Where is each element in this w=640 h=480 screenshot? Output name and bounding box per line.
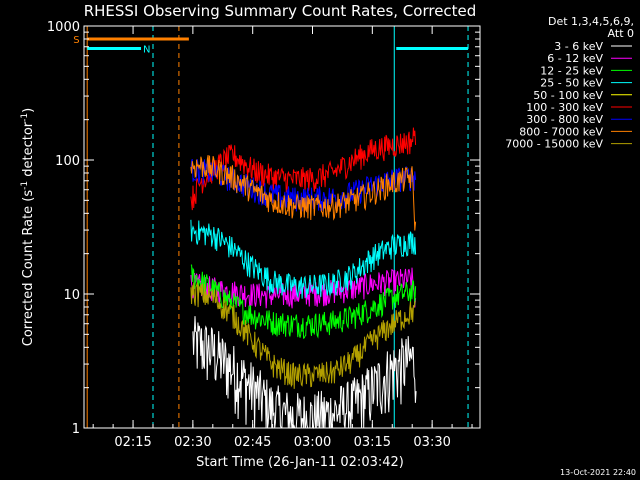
legend-label-7: 800 - 7000 keV <box>519 125 603 138</box>
x-tick-label-3: 03:00 <box>294 435 331 450</box>
x-tick-label-1: 02:30 <box>174 435 211 450</box>
legend-label-5: 100 - 300 keV <box>526 101 603 114</box>
legend-label-3: 25 - 50 keV <box>540 77 603 90</box>
series-line-3 <box>190 219 417 299</box>
y-tick-label-2: 100 <box>55 154 80 169</box>
series-line-7 <box>190 155 417 231</box>
series-line-8 <box>190 282 416 389</box>
x-tick-label-5: 03:30 <box>413 435 450 450</box>
y-tick-label-0: 1 <box>72 422 80 437</box>
legend-label-0: 3 - 6 keV <box>554 40 603 53</box>
x-tick-label-2: 02:45 <box>234 435 271 450</box>
x-tick-label-0: 02:15 <box>114 435 151 450</box>
y-axis-label: Corrected Count Rate (s-1 detector-1) <box>20 108 36 346</box>
legend-label-2: 12 - 25 keV <box>540 64 603 77</box>
legend-header-line-1: Det 1,3,4,5,6,9, <box>548 15 634 28</box>
legend-label-6: 300 - 800 keV <box>526 113 603 126</box>
legend-header-line-2: Att 0 <box>608 27 634 40</box>
x-tick-label-4: 03:15 <box>354 435 391 450</box>
flag-label-1: N <box>143 44 150 55</box>
footer-date: 13-Oct-2021 22:40 <box>560 468 636 477</box>
series-line-0 <box>192 316 417 429</box>
series-line-2 <box>190 264 417 340</box>
plot-frame <box>83 25 481 429</box>
chart-title: RHESSI Observing Summary Count Rates, Co… <box>84 2 477 20</box>
series-line-5 <box>190 127 417 211</box>
legend-label-8: 7000 - 15000 keV <box>505 138 603 151</box>
y-tick-label-3: 1000 <box>47 20 80 35</box>
flag-label-0: S <box>73 35 79 46</box>
plot-area: SN <box>73 26 469 429</box>
y-tick-label-1: 10 <box>63 288 80 303</box>
x-axis-label: Start Time (26-Jan-11 02:03:42) <box>196 455 404 470</box>
legend-label-4: 50 - 100 keV <box>533 89 603 102</box>
axis-ticks: 02:15 02:30 02:45 03:00 03:15 03:30 1 10 100 1000 <box>47 20 480 450</box>
legend-label-1: 6 - 12 keV <box>547 52 603 65</box>
